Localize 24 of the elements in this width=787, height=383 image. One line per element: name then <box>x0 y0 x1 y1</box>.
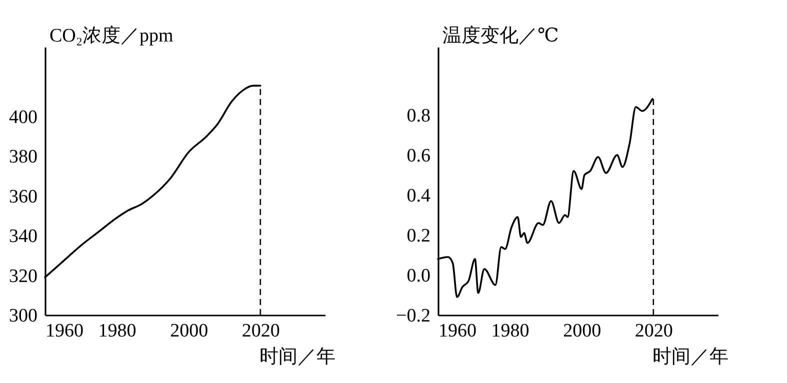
y-tick-label: 0.4 <box>406 186 431 206</box>
y-tick-label: 340 <box>9 226 38 248</box>
y-tick-label: 0.2 <box>406 226 430 246</box>
x-axis-title: 时间／年 <box>260 346 336 368</box>
y-tick-label: 0.0 <box>406 266 430 286</box>
y-axis-title: CO₂浓度／ppm <box>50 24 174 46</box>
y-tick-label: 0.6 <box>406 146 430 166</box>
x-tick-label: 2020 <box>634 320 673 342</box>
y-tick-label: 380 <box>9 146 38 168</box>
y-tick-label: 360 <box>9 186 38 208</box>
x-axis-title: 时间／年 <box>652 346 728 368</box>
x-tick-label: 1960 <box>46 320 84 342</box>
y-axis-title: 温度变化／℃ <box>442 24 559 46</box>
y-tick-label: 320 <box>9 266 38 287</box>
y-tick-label: 400 <box>9 106 38 128</box>
y-tick-label: 0.8 <box>406 106 430 126</box>
x-tick-label: 2020 <box>242 320 280 342</box>
x-tick-label: 2000 <box>170 320 208 342</box>
x-tick-label: 1960 <box>438 320 476 342</box>
y-tick-label: 300 <box>9 306 38 326</box>
y-tick-label: −0.2 <box>396 306 430 326</box>
x-tick-label: 1980 <box>98 320 136 342</box>
x-tick-label: 2000 <box>563 320 602 342</box>
x-tick-label: 1980 <box>491 320 530 342</box>
